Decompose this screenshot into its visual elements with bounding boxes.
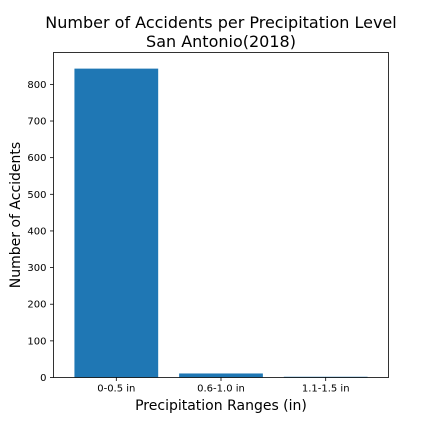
y-tick-label: 700 xyxy=(27,117,46,128)
x-tick-label: 0-0.5 in xyxy=(97,384,135,395)
x-axis-ticks: 0-0.5 in 0.6-1.0 in 1.1-1.5 in xyxy=(97,377,350,395)
y-tick-label: 100 xyxy=(27,336,46,347)
y-tick-label: 500 xyxy=(27,190,46,201)
chart-title: Number of Accidents per Precipitation Le… xyxy=(45,13,396,32)
plot-frame xyxy=(53,52,389,378)
x-axis-label: Precipitation Ranges (in) xyxy=(135,398,307,414)
y-tick-label: 800 xyxy=(27,80,46,91)
y-tick-label: 600 xyxy=(27,153,46,164)
y-tick-label: 0 xyxy=(40,373,46,384)
y-tick-label: 400 xyxy=(27,226,46,237)
x-tick-label: 1.1-1.5 in xyxy=(302,384,350,395)
y-axis-label: Number of Accidents xyxy=(8,142,24,288)
y-tick-label: 200 xyxy=(27,300,46,311)
y-axis-ticks: 0 100 200 300 400 500 600 700 800 xyxy=(27,80,54,384)
x-tick-label: 0.6-1.0 in xyxy=(197,384,245,395)
y-tick-label: 300 xyxy=(27,263,46,274)
bar-group xyxy=(74,68,368,378)
bar-2 xyxy=(179,373,263,378)
bar-1 xyxy=(74,68,159,378)
chart-subtitle: San Antonio(2018) xyxy=(146,32,296,51)
